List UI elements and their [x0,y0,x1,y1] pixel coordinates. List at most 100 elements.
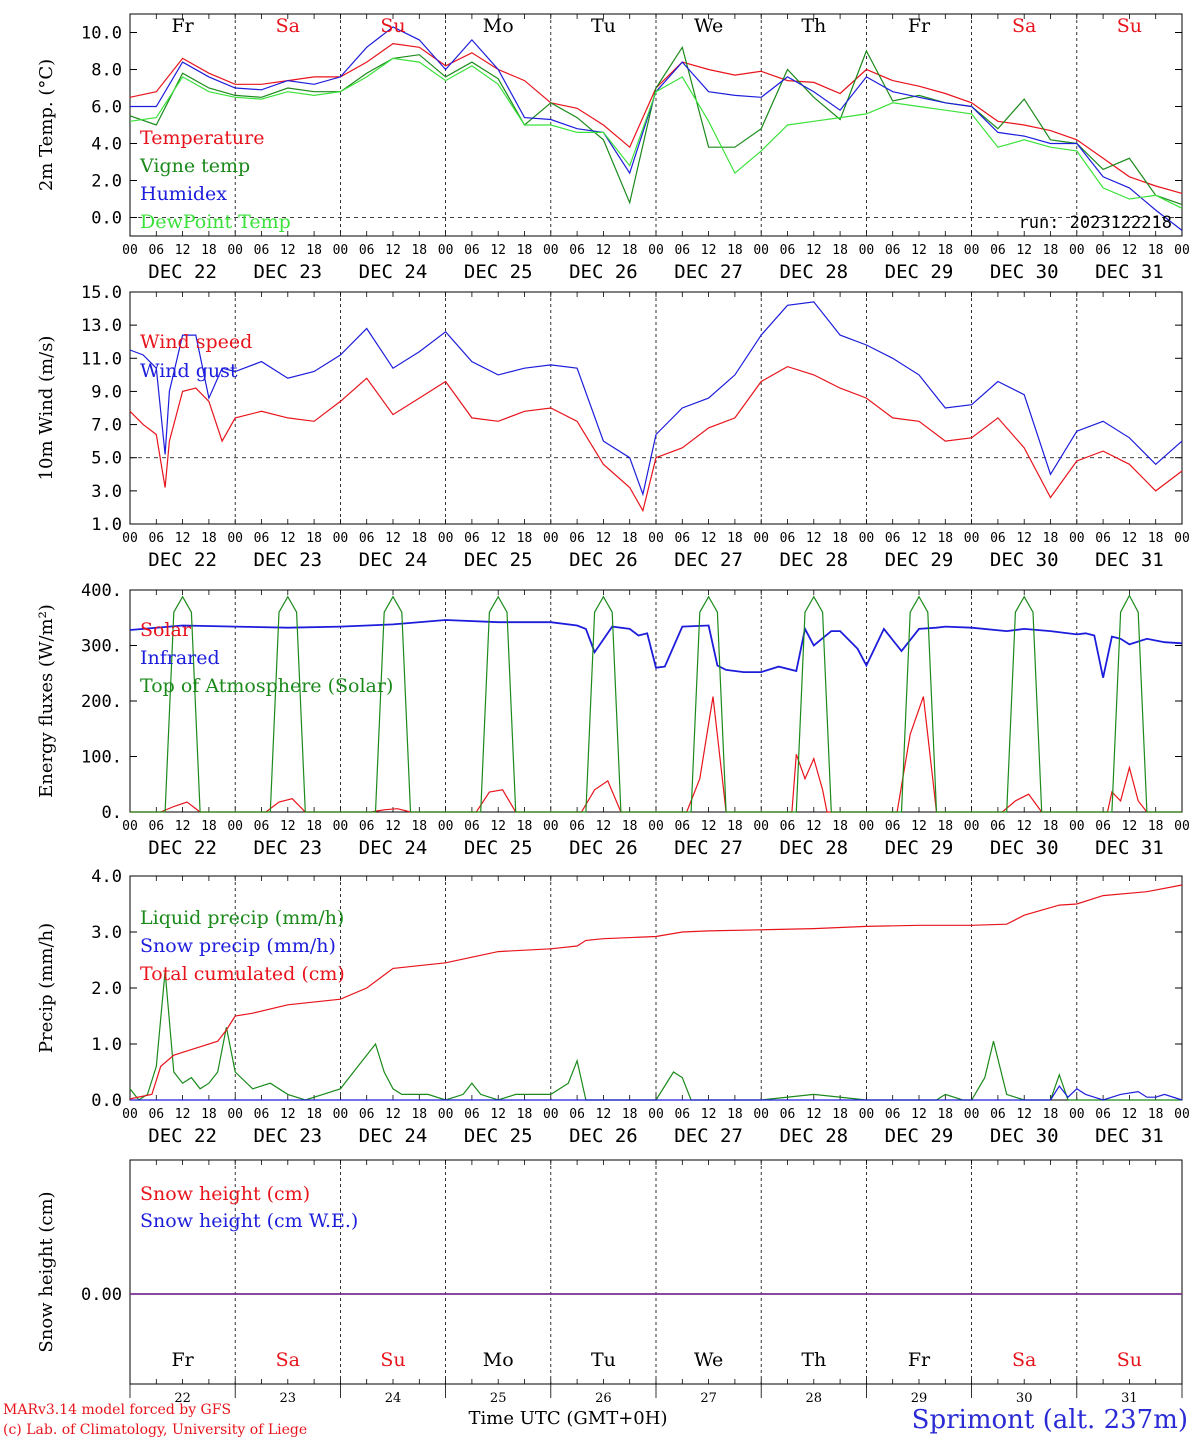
hour-tick-label: 06 [359,243,375,258]
hour-tick-label: 00 [1069,819,1085,834]
hour-tick-label: 00 [333,531,349,546]
date-label: DEC 22 [148,837,217,859]
hour-tick-label: 06 [359,1107,375,1122]
day-number-label: 31 [1121,1391,1138,1406]
y-tick-label: 7.0 [91,416,122,436]
hour-tick-label: 18 [622,1107,638,1122]
hour-tick-label: 18 [832,1107,848,1122]
hour-tick-label: 12 [280,531,296,546]
hour-tick-label: 06 [674,819,690,834]
hour-tick-label: 00 [543,531,559,546]
legend-top-of-atmosphere-solar-: Top of Atmosphere (Solar) [140,675,393,697]
weekday-label: Fr [908,15,931,37]
legend-humidex: Humidex [140,183,227,205]
date-label: DEC 25 [464,261,533,283]
date-label: DEC 29 [885,837,954,859]
hour-tick-label: 00 [859,1107,875,1122]
hour-tick-label: 12 [1122,1107,1138,1122]
hour-tick-label: 18 [411,243,427,258]
hour-tick-label: 00 [227,819,243,834]
hour-tick-label: 18 [1043,531,1059,546]
hour-tick-label: 18 [832,243,848,258]
hour-tick-label: 06 [885,243,901,258]
y-tick-label: 0.0 [91,209,122,229]
hour-tick-label: 06 [359,531,375,546]
hour-tick-label: 06 [885,531,901,546]
day-number-label: 23 [280,1391,297,1406]
hour-tick-label: 06 [569,243,585,258]
date-label: DEC 31 [1095,837,1164,859]
station-title: Sprimont (alt. 237m) [912,1405,1188,1435]
y-tick-label: 13.0 [81,316,122,336]
hour-tick-label: 00 [964,243,980,258]
hour-tick-label: 18 [306,819,322,834]
day-number-label: 24 [385,1391,402,1406]
hour-tick-label: 12 [701,819,717,834]
y-tick-label: 5.0 [91,449,122,469]
hour-tick-label: 06 [885,1107,901,1122]
hour-tick-label: 18 [306,1107,322,1122]
hour-tick-label: 18 [1043,819,1059,834]
y-tick-label: 4.0 [91,135,122,155]
date-label: DEC 25 [464,837,533,859]
date-label: DEC 30 [990,837,1059,859]
hour-tick-label: 12 [490,243,506,258]
date-label: DEC 27 [674,1125,743,1147]
hour-tick-label: 12 [596,531,612,546]
hour-tick-label: 06 [254,819,270,834]
hour-tick-label: 06 [674,1107,690,1122]
day-number-label: 30 [1016,1391,1033,1406]
hour-tick-label: 06 [254,531,270,546]
hour-tick-label: 06 [464,243,480,258]
footer-model-credit: MARv3.14 model forced by GFS [3,1402,231,1418]
weekday-label: Tu [591,1349,616,1371]
legend-wind-speed: Wind speed [140,331,252,353]
weekday-label: Mo [483,15,514,37]
series-total-cumulated-cm- [129,884,1183,1100]
date-label: DEC 23 [253,549,322,571]
hour-tick-label: 00 [227,243,243,258]
hour-tick-label: 12 [385,531,401,546]
date-label: DEC 24 [359,1125,428,1147]
weekday-label: Sa [1012,1349,1036,1371]
hour-tick-label: 00 [648,1107,664,1122]
series-liquid-precip-mm-h- [129,971,1182,1101]
legend-wind-gust: Wind gust [140,360,238,382]
hour-tick-label: 12 [175,531,191,546]
series-top-of-atmosphere-solar- [130,594,1182,813]
hour-tick-label: 06 [1095,243,1111,258]
hour-tick-label: 00 [333,1107,349,1122]
date-label: DEC 30 [990,1125,1059,1147]
hour-tick-label: 06 [780,1107,796,1122]
y-tick-label: 8.0 [91,61,122,81]
date-label: DEC 31 [1095,1125,1164,1147]
y-tick-label: 1.0 [91,515,122,535]
y-tick-label: 300. [81,637,122,657]
date-label: DEC 25 [464,549,533,571]
hour-tick-label: 06 [464,1107,480,1122]
day-number-label: 29 [911,1391,928,1406]
hour-tick-label: 18 [201,243,217,258]
date-label: DEC 27 [674,549,743,571]
hour-tick-label: 12 [911,819,927,834]
hour-tick-label: 06 [780,243,796,258]
date-label: DEC 22 [148,261,217,283]
hour-tick-label: 00 [753,1107,769,1122]
hour-tick-label: 18 [201,531,217,546]
hour-tick-label: 18 [937,243,953,258]
legend-solar: Solar [140,619,192,641]
weekday-label: Su [1117,1349,1142,1371]
hour-tick-label: 00 [227,1107,243,1122]
hour-tick-label: 06 [569,819,585,834]
hour-tick-label: 18 [411,531,427,546]
hour-tick-label: 18 [937,531,953,546]
weekday-label: Su [380,1349,405,1371]
footer-lab-credit: (c) Lab. of Climatology, University of L… [3,1422,307,1438]
hour-tick-label: 18 [411,1107,427,1122]
y-tick-label: 4.0 [91,867,122,887]
hour-tick-label: 06 [254,243,270,258]
hour-tick-label: 12 [1016,243,1032,258]
y-tick-label: 400. [81,581,122,601]
hour-tick-label: 12 [596,819,612,834]
hour-tick-label: 00 [227,531,243,546]
